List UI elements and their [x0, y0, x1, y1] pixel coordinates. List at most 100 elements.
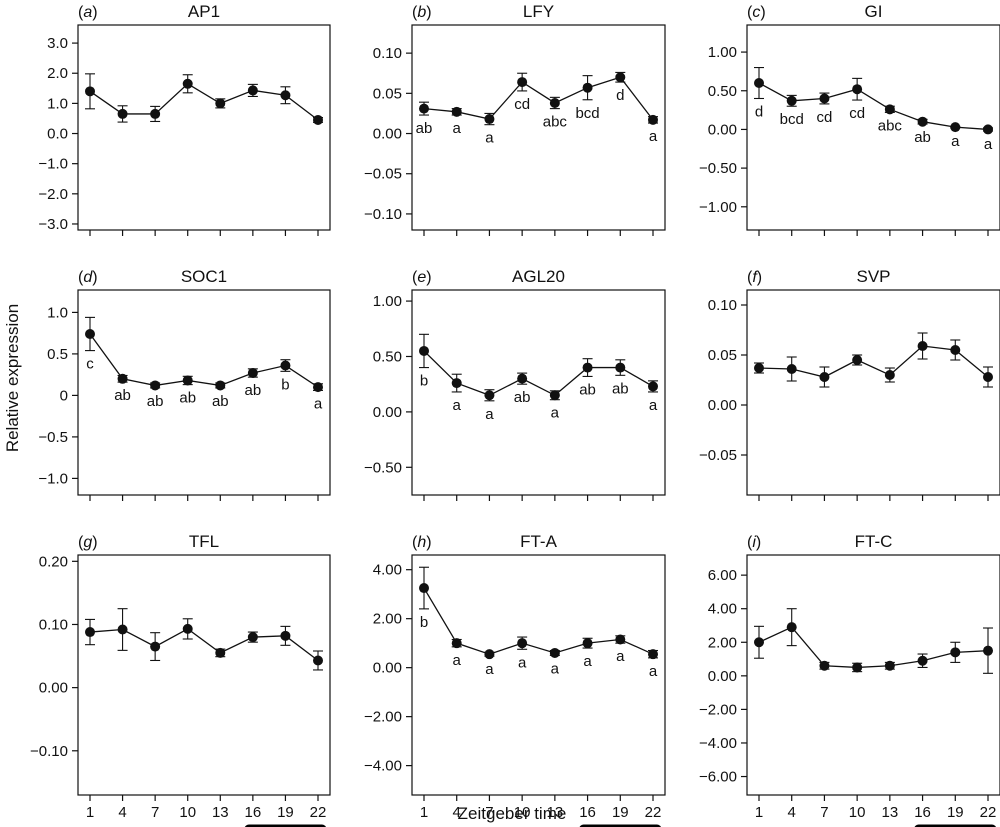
panel-frame [77, 554, 331, 796]
x-tick-label: 16 [579, 804, 596, 821]
data-point [85, 328, 95, 339]
significance-letter: a [649, 397, 658, 414]
series-line [758, 82, 989, 131]
significance-letter: a [649, 128, 658, 145]
x-tick-label: 1 [755, 804, 763, 821]
panel-letter: (g) [78, 534, 98, 551]
y-tick-label: 0.20 [39, 553, 68, 570]
panel-frame [77, 289, 331, 496]
significance-letter: b [281, 376, 289, 393]
data-point [852, 662, 863, 673]
y-tick-label: −0.5 [38, 429, 68, 446]
significance-letter: a [551, 660, 560, 677]
data-point [917, 116, 928, 127]
data-point [517, 373, 528, 384]
data-point [983, 645, 993, 656]
data-point [117, 373, 128, 384]
y-tick-label: −0.10 [30, 743, 68, 760]
panel-frame [411, 289, 666, 496]
data-point [786, 364, 797, 374]
y-tick-label: −1.0 [38, 470, 68, 487]
significance-letter: a [453, 397, 462, 414]
x-axis-label: Zeitgeber time [458, 804, 567, 823]
significance-letter: ab [514, 389, 531, 406]
y-tick-label: 1.0 [47, 95, 68, 112]
significance-letter: ab [416, 120, 433, 137]
x-tick-label: 19 [277, 804, 294, 821]
x-tick-label: 1 [420, 804, 428, 821]
significance-letter: a [518, 654, 527, 671]
significance-letter: a [453, 120, 462, 137]
x-tick-label: 22 [645, 804, 662, 821]
data-point [582, 82, 593, 93]
data-point [549, 647, 560, 658]
data-point [582, 362, 593, 373]
panel-a: (a) AP1 −3.0 −2.0 −1.0 0.0 1.0 2.0 3.0 [38, 2, 331, 236]
y-tick-label: 0.00 [373, 126, 402, 143]
y-tick-label: −0.05 [364, 166, 402, 183]
y-tick-label: 0 [60, 387, 68, 404]
panel-frame [411, 24, 666, 231]
y-tick-label: 3.0 [47, 35, 68, 52]
data-point [280, 630, 291, 641]
x-tick-label: 19 [612, 804, 629, 821]
x-tick-label: 7 [485, 804, 493, 821]
y-tick-label: 2.00 [708, 634, 737, 651]
y-tick-label: 0.0 [47, 126, 68, 143]
y-tick-label: −4.00 [699, 735, 737, 752]
data-point [615, 72, 626, 83]
panel-letter: (a) [78, 4, 98, 21]
y-tick-label: −2.00 [699, 701, 737, 718]
data-point [754, 363, 764, 373]
significance-letter: cd [849, 105, 865, 122]
data-point [117, 624, 128, 635]
y-tick-label: 0.5 [47, 346, 68, 363]
panel-frame [746, 554, 1000, 796]
panel-letter: (c) [747, 4, 766, 21]
significance-letter: a [485, 406, 494, 423]
significance-letter: a [583, 653, 592, 670]
data-point [884, 104, 895, 115]
significance-letter: d [755, 103, 763, 120]
significance-letter: a [951, 133, 960, 150]
y-tick-label: 1.00 [373, 293, 402, 310]
data-point [85, 627, 95, 638]
panel-g: (g) TFL −0.10 0.00 0.10 0.20 1 4 7 10 13 16 19 22 [30, 532, 331, 827]
y-tick-label: 4.00 [373, 562, 402, 579]
data-point [786, 95, 797, 106]
data-point [451, 378, 462, 389]
significance-letter: ab [245, 382, 262, 399]
y-tick-label: −2.00 [364, 709, 402, 726]
x-tick-label: 13 [882, 804, 899, 821]
y-tick-label: −6.00 [699, 769, 737, 786]
data-point [582, 638, 593, 649]
data-point [484, 649, 495, 660]
x-tick-label: 1 [86, 804, 94, 821]
panel-letter: (b) [412, 4, 432, 21]
y-tick-label: 0.00 [708, 397, 737, 414]
panel-title: AGL20 [512, 267, 565, 286]
y-tick-label: 0.05 [373, 85, 402, 102]
significance-letter: ab [579, 381, 596, 398]
significance-letter: ab [114, 387, 131, 404]
x-tick-label: 22 [310, 804, 327, 821]
panel-i: (i) FT-C −6.00 −4.00 −2.00 0.00 2.00 4.00 6.00 1 4… [699, 532, 1000, 827]
significance-letter: abc [878, 117, 903, 134]
data-point [549, 390, 560, 401]
data-point [549, 97, 560, 108]
data-point [215, 647, 226, 658]
x-tick-label: 16 [914, 804, 931, 821]
data-point [950, 647, 961, 658]
data-point [852, 84, 863, 95]
data-point [615, 634, 626, 645]
y-tick-label: −0.50 [364, 459, 402, 476]
data-point [313, 382, 323, 393]
data-point [819, 372, 830, 382]
y-tick-label: 0.00 [708, 668, 737, 685]
significance-letter: d [616, 87, 624, 104]
data-point [313, 114, 323, 125]
x-tick-label: 22 [980, 804, 997, 821]
significance-letter: a [485, 661, 494, 678]
